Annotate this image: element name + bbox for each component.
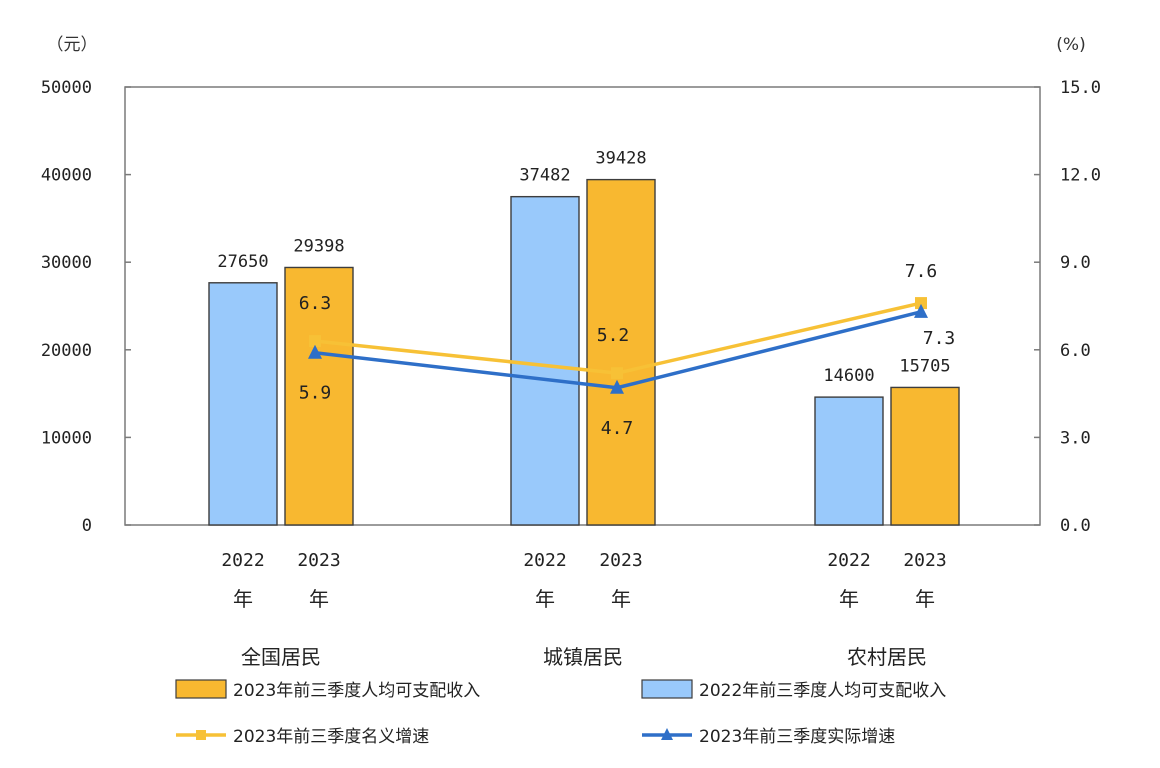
bar	[890, 386, 960, 526]
bar	[284, 266, 354, 526]
year-suffix-label: 年	[915, 587, 935, 611]
bar	[208, 282, 278, 526]
legend-label: 2023年前三季度人均可支配收入	[233, 681, 480, 701]
line-point	[309, 335, 321, 348]
year-label: 2023	[297, 550, 340, 571]
legend-label: 2023年前三季度实际增速	[699, 727, 895, 747]
year-suffix-label: 年	[233, 587, 253, 611]
line-value-label: 6.3	[299, 293, 332, 314]
year-suffix-label: 年	[535, 587, 555, 611]
left-tick-label: 10000	[41, 428, 92, 448]
legend-marker	[196, 730, 206, 740]
bar-value-label: 29398	[293, 236, 344, 256]
left-tick-label: 50000	[41, 78, 92, 98]
left-tick-label: 20000	[41, 341, 92, 361]
year-suffix-label: 年	[611, 587, 631, 611]
left-tick-label: 30000	[41, 253, 92, 273]
year-label: 2022	[827, 550, 870, 571]
left-tick-label: 0	[82, 516, 92, 536]
category-label: 农村居民	[847, 645, 927, 669]
right-tick-label: 9.0	[1060, 253, 1091, 273]
right-tick-label: 15.0	[1060, 78, 1101, 98]
plot-frame	[124, 86, 1041, 526]
left-tick-label: 40000	[41, 166, 92, 186]
bar	[586, 178, 656, 526]
left-axis-unit: （元）	[47, 35, 98, 55]
line-point	[914, 303, 928, 318]
line-point	[611, 367, 623, 380]
right-tick-label: 3.0	[1060, 428, 1091, 448]
category-label: 全国居民	[241, 645, 321, 669]
category-label: 城镇居民	[543, 645, 623, 669]
line-point	[308, 344, 322, 359]
bar-value-label: 15705	[899, 356, 950, 376]
legend-label: 2022年前三季度人均可支配收入	[699, 681, 946, 701]
bar-value-label: 39428	[595, 149, 646, 169]
year-label: 2022	[221, 550, 264, 571]
line-value-label: 5.9	[299, 383, 332, 404]
year-suffix-label: 年	[839, 587, 859, 611]
line-value-label: 7.6	[905, 261, 938, 282]
year-label: 2023	[599, 550, 642, 571]
year-suffix-label: 年	[309, 587, 329, 611]
right-tick-label: 6.0	[1060, 341, 1091, 361]
bar	[814, 396, 884, 526]
bar	[510, 195, 580, 526]
legend-marker	[661, 728, 673, 740]
line-point	[610, 379, 624, 394]
right-axis-unit: (%)	[1056, 35, 1085, 55]
year-label: 2022	[523, 550, 566, 571]
line-value-label: 7.3	[923, 328, 956, 349]
line-value-label: 5.2	[597, 325, 630, 346]
right-tick-label: 12.0	[1060, 166, 1101, 186]
bar-value-label: 14600	[823, 366, 874, 386]
year-label: 2023	[903, 550, 946, 571]
line-point	[915, 297, 927, 310]
legend-label: 2023年前三季度名义增速	[233, 727, 429, 747]
legend-swatch	[641, 679, 693, 699]
bar-value-label: 27650	[217, 252, 268, 272]
right-tick-label: 0.0	[1060, 516, 1091, 536]
legend-swatch	[175, 679, 227, 699]
line-value-label: 4.7	[601, 418, 634, 439]
bar-value-label: 37482	[519, 166, 570, 186]
